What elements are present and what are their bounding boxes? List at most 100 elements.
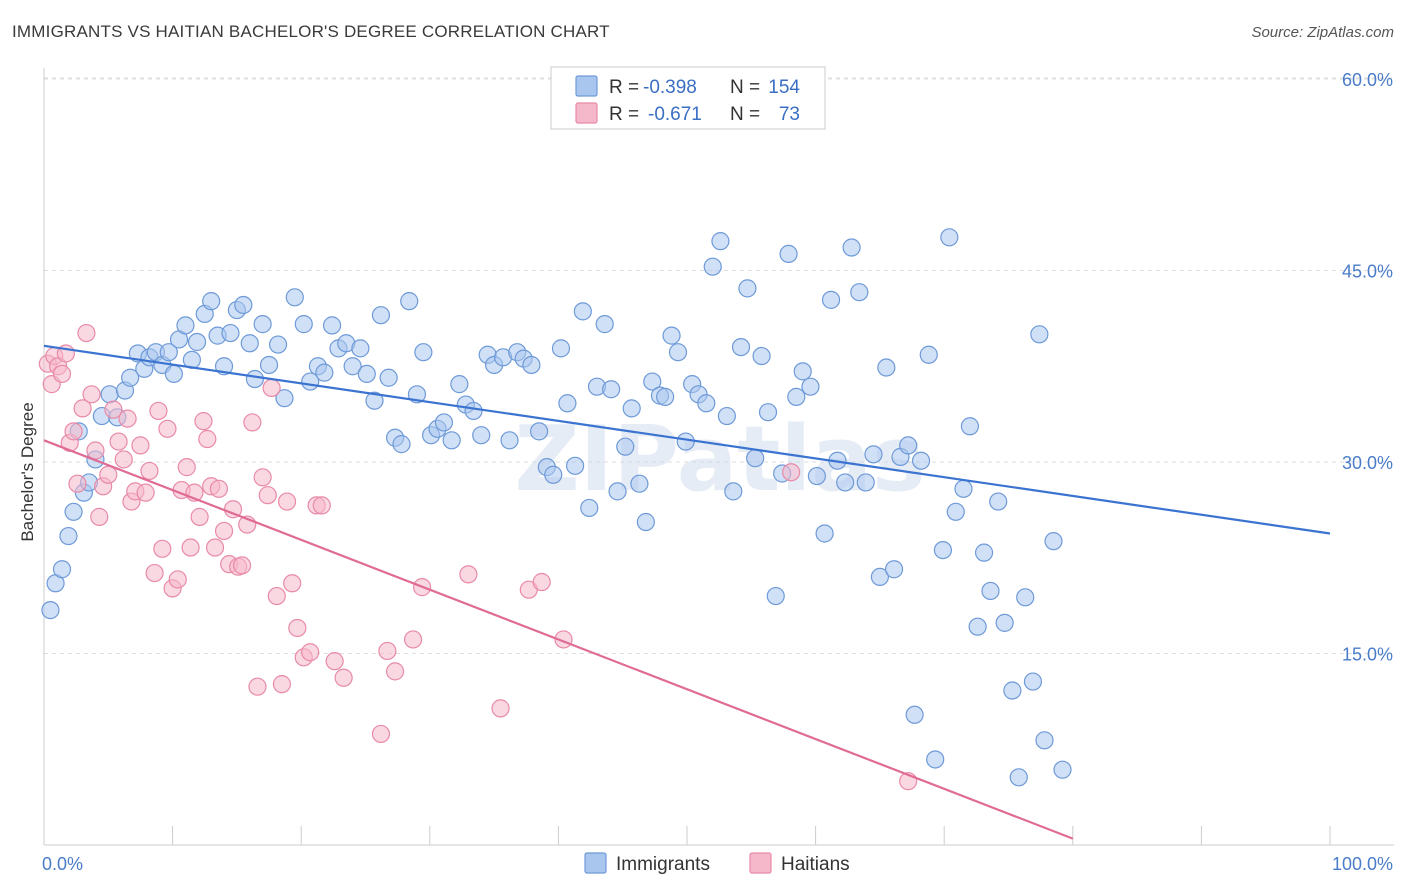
point-immigrants-112: [807, 466, 826, 486]
point-immigrants-33: [245, 369, 265, 389]
point-immigrants-128: [919, 345, 938, 364]
point-haitians-22: [131, 436, 150, 455]
point-haitians-53: [272, 675, 292, 694]
point-immigrants-121: [870, 567, 890, 587]
point-haitians-23: [136, 483, 155, 502]
point-immigrants-125: [899, 436, 918, 455]
point-immigrants-49: [365, 391, 384, 410]
point-immigrants-59: [434, 413, 454, 432]
point-immigrants-120: [864, 445, 883, 464]
point-immigrants-39: [294, 315, 313, 334]
point-haitians-65: [385, 662, 405, 681]
point-immigrants-83: [608, 482, 627, 501]
y-tick-label-3: 60.0%: [1342, 70, 1393, 90]
legend-r-value-immigrants: -0.398: [643, 77, 697, 98]
point-immigrants-117: [842, 238, 861, 257]
trend-lines: [43, 344, 1331, 840]
point-immigrants-99: [717, 406, 736, 426]
series-legend-swatch-haitians: [749, 852, 772, 874]
point-immigrants-2: [52, 560, 72, 579]
point-immigrants-72: [530, 422, 549, 441]
point-haitians-8: [68, 474, 87, 493]
point-haitians-71: [532, 572, 551, 592]
point-immigrants-87: [636, 512, 655, 532]
point-haitians-51: [262, 378, 281, 398]
point-haitians-62: [334, 668, 353, 687]
point-immigrants-53: [392, 435, 411, 454]
point-immigrants-34: [253, 315, 272, 334]
trend-line-haitians: [43, 439, 1074, 840]
point-haitians-19: [118, 409, 137, 428]
point-immigrants-131: [940, 228, 959, 247]
point-immigrants-51: [379, 368, 398, 387]
x-tick-label-1: 100.0%: [1332, 854, 1393, 874]
point-immigrants-119: [856, 473, 875, 492]
point-haitians-24: [140, 461, 159, 481]
point-immigrants-134: [960, 417, 980, 436]
point-immigrants-19: [159, 343, 178, 362]
point-immigrants-84: [616, 437, 635, 456]
data-points: [38, 228, 1072, 791]
point-immigrants-29: [221, 323, 240, 343]
point-immigrants-113: [815, 524, 834, 543]
point-immigrants-48: [357, 364, 376, 384]
point-immigrants-96: [697, 394, 716, 413]
legend-r-value-haitians: -0.671: [648, 104, 702, 125]
point-immigrants-35: [259, 355, 279, 375]
y-tick-label-0: 15.0%: [1342, 645, 1393, 665]
point-immigrants-78: [573, 302, 592, 321]
point-haitians-12: [86, 441, 105, 460]
point-haitians-18: [114, 450, 133, 469]
point-immigrants-143: [1023, 672, 1043, 691]
point-immigrants-88: [643, 372, 662, 391]
point-immigrants-144: [1030, 325, 1049, 344]
point-immigrants-142: [1016, 588, 1035, 607]
point-haitians-7: [64, 422, 83, 441]
point-immigrants-85: [622, 399, 641, 418]
point-immigrants-22: [176, 316, 195, 335]
point-immigrants-64: [472, 426, 491, 445]
point-haitians-32: [177, 458, 196, 477]
series-legend-label-immigrants: Immigrants: [616, 854, 710, 875]
point-immigrants-32: [240, 334, 259, 353]
point-haitians-16: [104, 400, 123, 419]
legend-swatch-haitians: [575, 102, 598, 124]
point-haitians-63: [371, 724, 391, 744]
point-immigrants-132: [946, 502, 965, 521]
point-haitians-10: [77, 323, 96, 343]
point-immigrants-74: [544, 465, 563, 484]
point-haitians-17: [109, 432, 128, 451]
point-haitians-39: [205, 538, 225, 557]
point-haitians-41: [214, 521, 234, 541]
point-immigrants-102: [738, 279, 757, 298]
series-immigrants: [41, 228, 1072, 787]
y-tick-labels: 15.0% 30.0% 45.0% 60.0%: [1342, 70, 1393, 665]
point-haitians-30: [168, 570, 187, 589]
point-immigrants-37: [275, 389, 294, 408]
point-haitians-9: [73, 399, 92, 418]
series-haitians: [38, 323, 918, 791]
point-immigrants-98: [711, 232, 730, 251]
point-haitians-26: [149, 401, 168, 421]
point-immigrants-47: [351, 339, 370, 358]
point-immigrants-81: [595, 315, 614, 334]
x-tick-label-0: 0.0%: [42, 854, 83, 874]
point-immigrants-86: [630, 474, 649, 493]
point-immigrants-101: [731, 338, 751, 357]
point-immigrants-133: [954, 479, 973, 498]
point-immigrants-60: [442, 431, 461, 450]
y-tick-label-1: 30.0%: [1342, 453, 1393, 473]
point-immigrants-71: [522, 355, 541, 375]
point-haitians-25: [145, 563, 164, 583]
stats-legend: R = -0.398 N = 154 R = -0.671 N = 73: [550, 66, 826, 130]
point-immigrants-56: [414, 343, 433, 362]
point-haitians-49: [253, 468, 272, 487]
legend-r-label-haitians: R =: [609, 104, 639, 125]
series-legend-swatch-immigrants: [584, 852, 607, 874]
point-immigrants-140: [1003, 681, 1022, 700]
point-immigrants-63: [464, 401, 483, 421]
series-legend: Immigrants Haitians: [584, 852, 850, 875]
point-immigrants-127: [911, 451, 931, 470]
y-tick-label-2: 45.0%: [1342, 262, 1393, 282]
